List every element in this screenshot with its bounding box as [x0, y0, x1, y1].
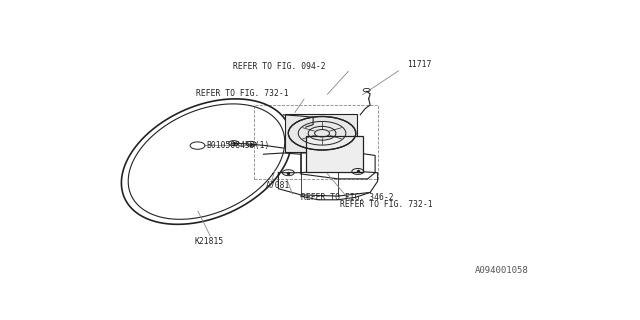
Text: REFER TO FIG. 732-1: REFER TO FIG. 732-1 [340, 200, 433, 209]
Text: A7081: A7081 [266, 180, 291, 189]
FancyBboxPatch shape [306, 136, 363, 172]
Text: REFER TO FIG. 732-1: REFER TO FIG. 732-1 [196, 89, 288, 98]
Text: REFER TO FIG. 346-2: REFER TO FIG. 346-2 [301, 193, 394, 202]
Text: REFER TO FIG. 094-2: REFER TO FIG. 094-2 [233, 62, 326, 71]
Text: K21815: K21815 [195, 237, 223, 246]
Text: 11717: 11717 [408, 60, 432, 69]
FancyBboxPatch shape [285, 114, 356, 152]
Text: B01050845D(1): B01050845D(1) [207, 141, 270, 150]
Text: A094001058: A094001058 [475, 266, 529, 275]
